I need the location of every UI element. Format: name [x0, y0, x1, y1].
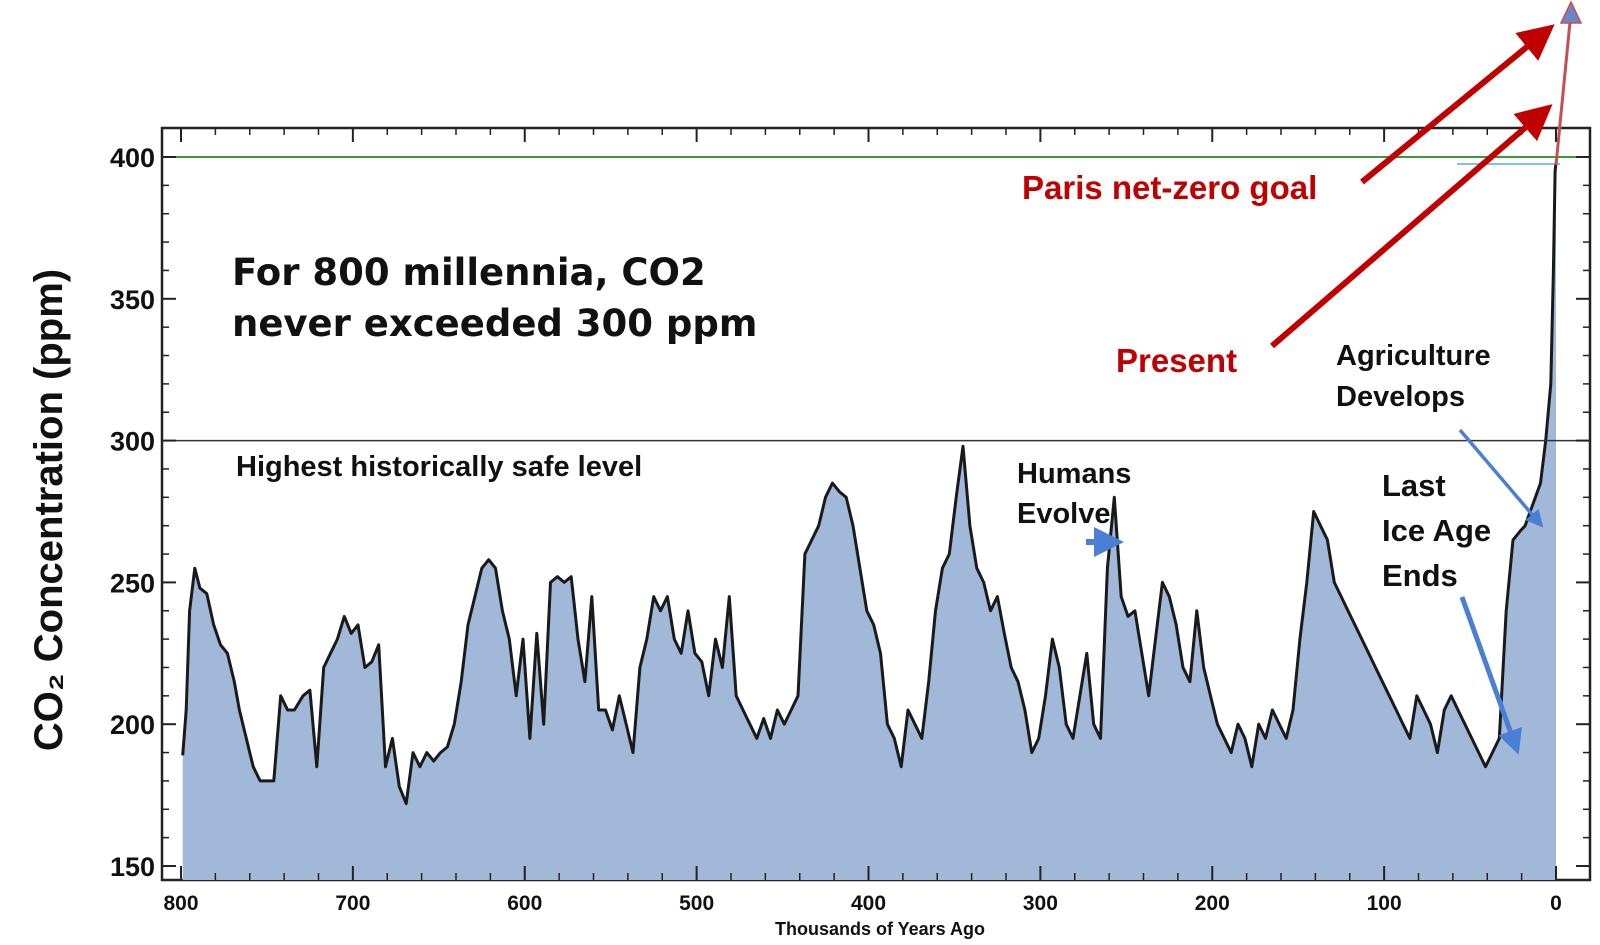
y-axis-label: CO₂ Concentration (ppm): [27, 269, 71, 751]
x-axis-label: Thousands of Years Ago: [775, 919, 985, 939]
y-tick-label: 400: [110, 143, 155, 173]
paris-goal-arrow: [1360, 24, 1555, 185]
ice-age-line-3: Ends: [1382, 558, 1458, 593]
x-tick-label: 0: [1550, 892, 1562, 915]
present-arrow: [1270, 104, 1553, 349]
big-note-line-2: never exceeded 300 ppm: [232, 302, 757, 345]
projection-line: [1554, 21, 1572, 166]
ice-age-line-2: Ice Age: [1382, 513, 1491, 548]
agriculture-line-1: Agriculture: [1336, 340, 1491, 372]
x-tick-label: 500: [679, 892, 714, 915]
humans-evolve-line-2: Evolve: [1017, 498, 1111, 530]
agriculture-line-2: Develops: [1336, 381, 1465, 413]
axis-ticks: 150 200 250 300 350 400 800 700 600 500 400 300 200 1…: [110, 128, 1590, 915]
agriculture-arrow: [1458, 428, 1544, 528]
x-tick-label: 300: [1023, 892, 1058, 915]
co2-series-line: [181, 162, 1558, 806]
humans-evolve-line-1: Humans: [1017, 458, 1131, 490]
x-tick-label: 100: [1367, 892, 1402, 915]
y-tick-label: 350: [110, 285, 155, 315]
x-tick-label: 800: [163, 892, 198, 915]
ice-age-arrow: [1459, 596, 1522, 755]
x-tick-label: 200: [1195, 892, 1230, 915]
x-tick-label: 400: [851, 892, 886, 915]
paris-goal-label: Paris net-zero goal: [1022, 169, 1317, 206]
y-tick-label: 250: [110, 568, 155, 598]
big-note-line-1: For 800 millennia, CO2: [232, 251, 706, 294]
projection-triangle-icon: [1559, 0, 1583, 24]
safe-level-label: Highest historically safe level: [236, 451, 642, 483]
ice-age-line-1: Last: [1382, 468, 1446, 503]
x-tick-label: 600: [507, 892, 542, 915]
present-label: Present: [1116, 342, 1237, 379]
y-tick-label: 300: [110, 427, 155, 457]
y-tick-label: 200: [110, 710, 155, 740]
y-tick-label: 150: [110, 852, 155, 882]
x-tick-label: 700: [335, 892, 370, 915]
